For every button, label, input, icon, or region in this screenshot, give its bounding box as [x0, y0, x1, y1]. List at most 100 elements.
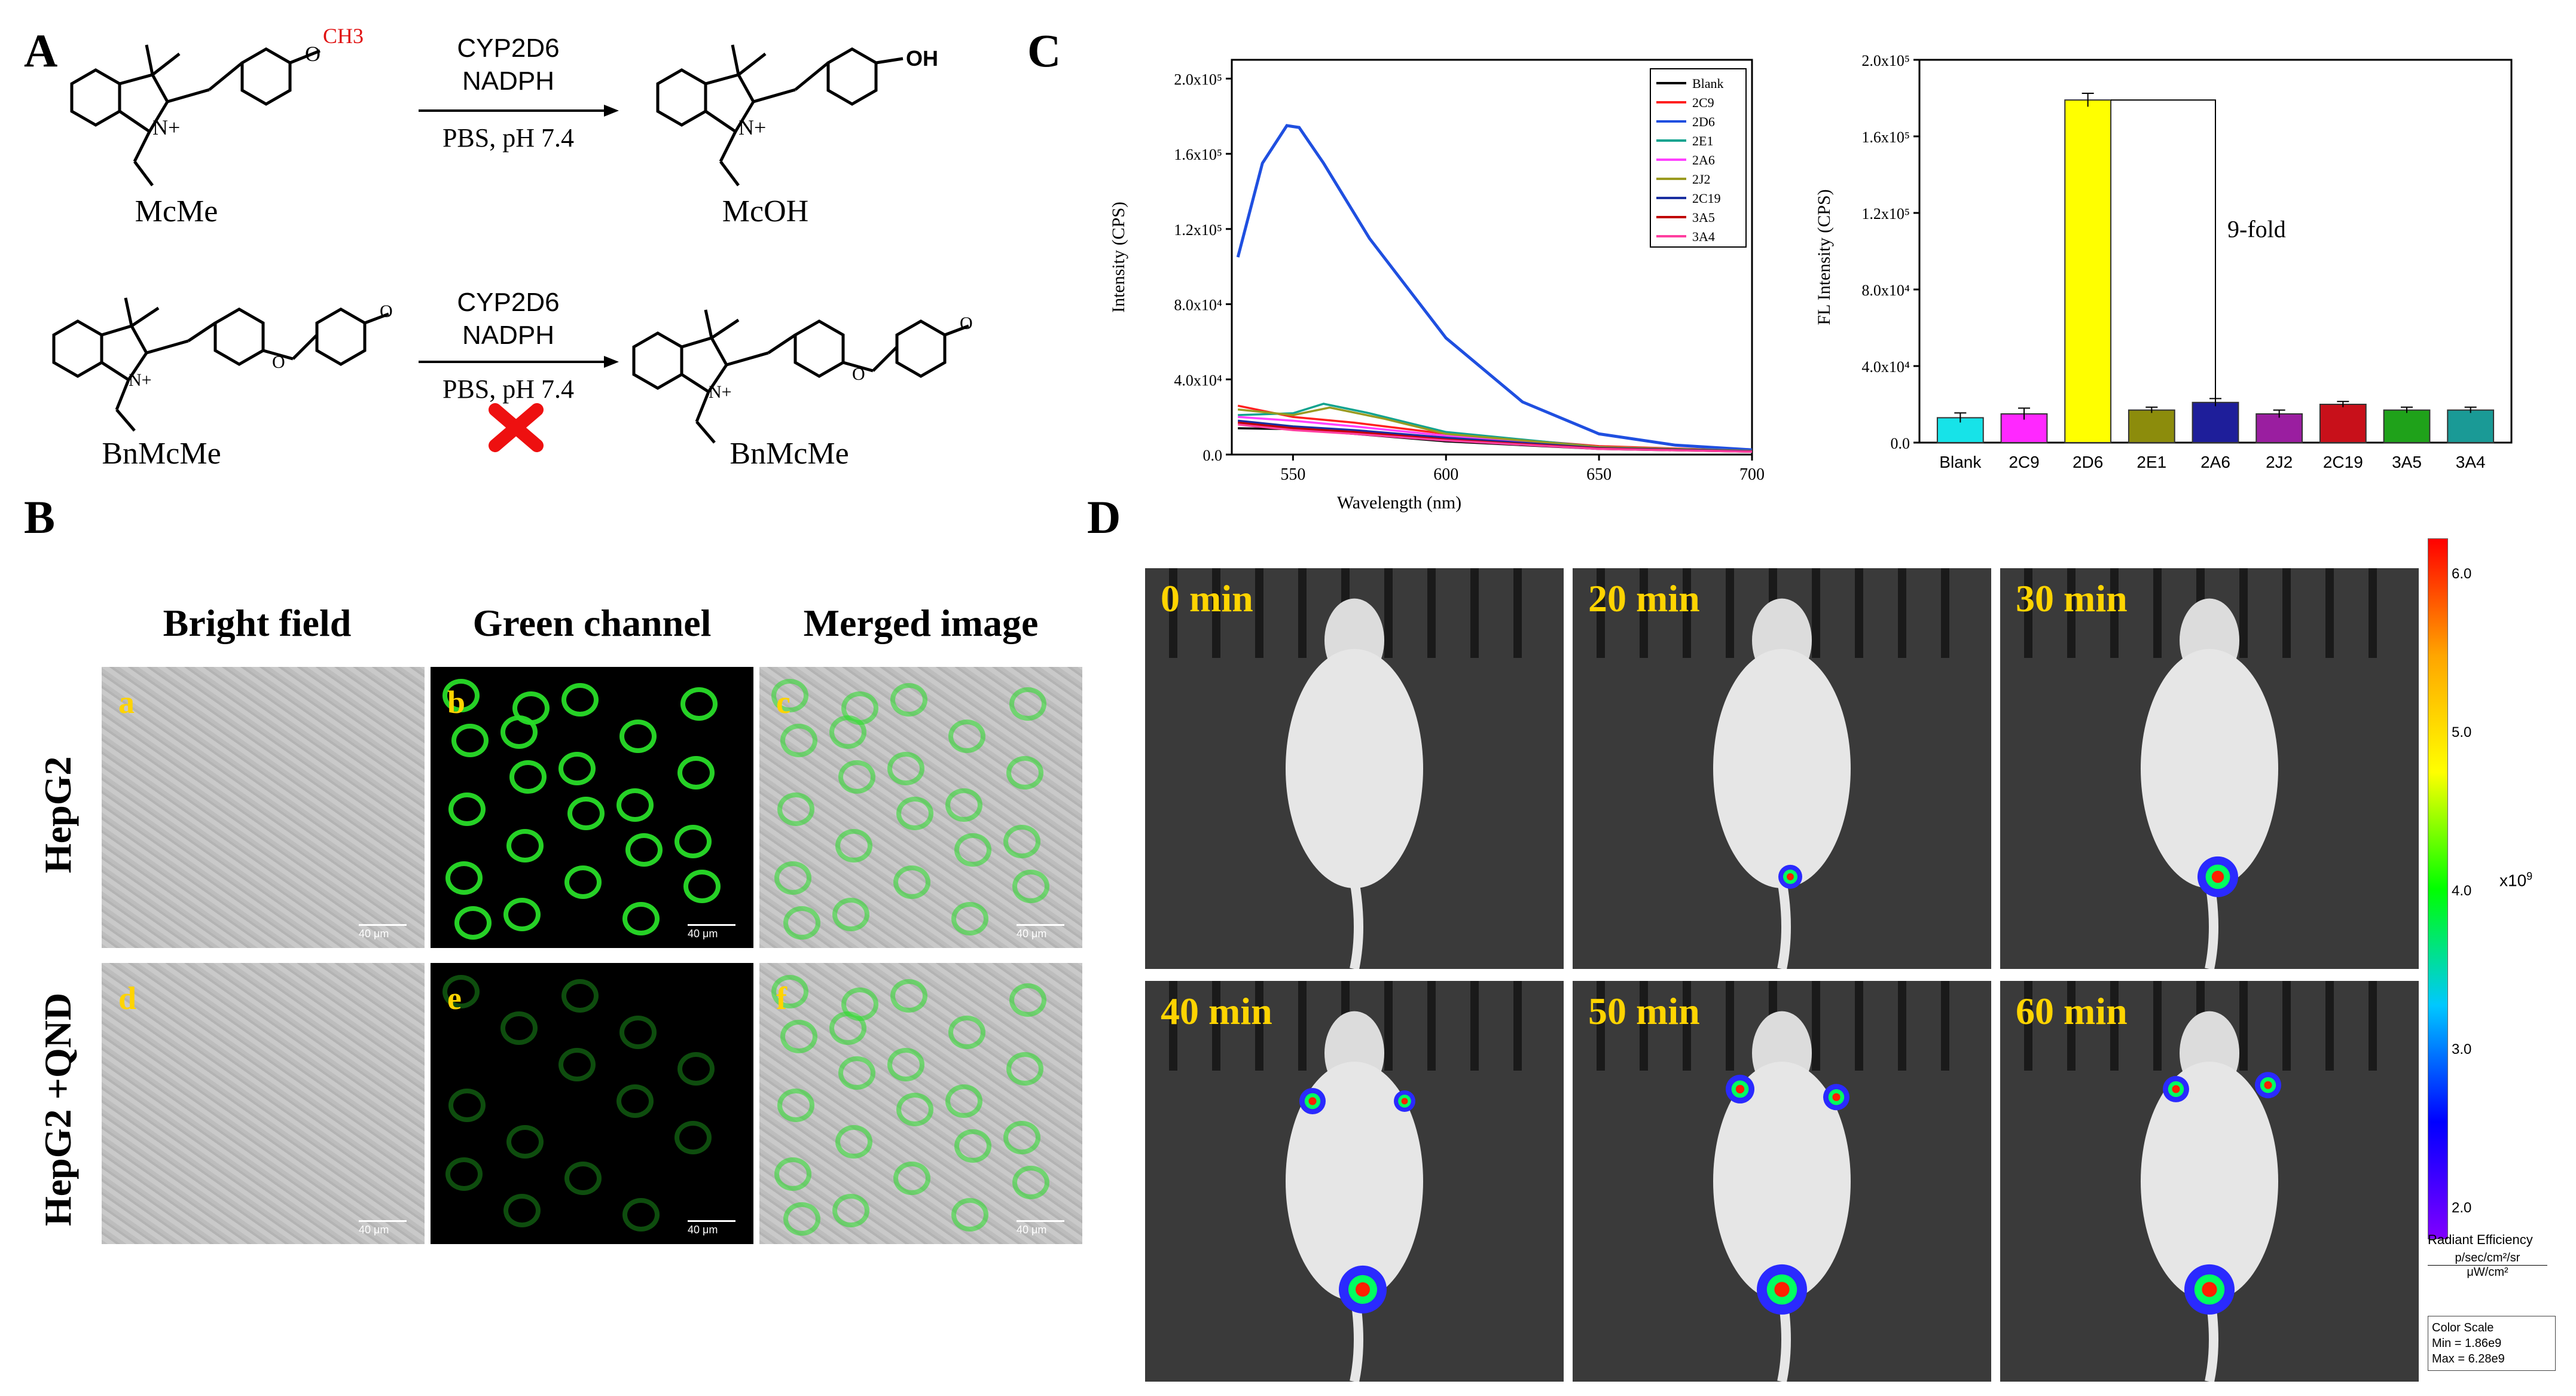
- green-cell: [616, 1084, 654, 1118]
- green-cell: [445, 1157, 483, 1191]
- mouse-image-1: 20 min: [1573, 568, 1991, 969]
- scale-bar-label: 40 μm: [359, 1224, 389, 1236]
- green-cell: [896, 797, 933, 830]
- green-cell: [945, 788, 982, 822]
- rack-bar: [1941, 981, 1949, 1071]
- o-label-2: O: [272, 352, 285, 372]
- rack-bar: [1683, 981, 1691, 1071]
- reagent-cyp2d6-2: CYP2D6: [457, 288, 559, 317]
- rack-bar: [2282, 981, 2291, 1071]
- green-cell: [558, 752, 596, 785]
- scale-bar-label: 40 μm: [688, 1224, 718, 1236]
- green-cell: [896, 1093, 933, 1126]
- green-cell: [780, 724, 817, 757]
- panel-label-a: A: [24, 25, 58, 77]
- sublabel-b: b: [447, 684, 466, 720]
- green-cell: [448, 1089, 486, 1122]
- green-cell: [838, 1056, 875, 1090]
- mouse-body: [1286, 649, 1423, 888]
- legend-label: 3A5: [1692, 210, 1715, 225]
- molecule-bnmcme-left: [52, 297, 389, 432]
- green-cell: [890, 683, 927, 717]
- mouse-body: [1713, 1062, 1851, 1301]
- reagent-cyp2d6-1: CYP2D6: [457, 33, 559, 63]
- green-cell: [442, 975, 480, 1008]
- green-cell: [619, 720, 657, 753]
- sublabel-f: f: [776, 980, 787, 1016]
- green-cell: [506, 1125, 544, 1159]
- rack-bar: [2024, 568, 2032, 658]
- green-cell: [841, 691, 878, 725]
- green-cell: [774, 861, 811, 895]
- mouse-body: [1286, 1062, 1423, 1301]
- rack-bar: [1384, 981, 1393, 1071]
- green-cell: [945, 1084, 982, 1118]
- y-axis-label: FL Intensity (CPS): [1814, 189, 1834, 325]
- rack-bar: [1470, 568, 1479, 658]
- green-cell: [777, 793, 814, 826]
- rack-bar: [1427, 981, 1436, 1071]
- mouse-image-5: 60 min: [2000, 981, 2419, 1382]
- n-plus-label-1: N+: [152, 115, 180, 139]
- green-cell: [951, 902, 988, 935]
- green-cell: [564, 1162, 602, 1195]
- x-axis-label: Wavelength (nm): [1337, 493, 1461, 513]
- rack-bar: [1898, 568, 1906, 658]
- y-tick-label: 8.0x10⁴: [1174, 297, 1222, 314]
- rack-bar: [1597, 568, 1605, 658]
- x-tick-label: 650: [1586, 465, 1611, 484]
- green-cell: [1006, 756, 1043, 790]
- y-tick-label: 1.2x10⁵: [1174, 221, 1222, 239]
- rack-bar: [2369, 568, 2377, 658]
- reagent-nadph-1: NADPH: [462, 66, 554, 96]
- signal-spot-core: [2264, 1081, 2272, 1089]
- signal-spot-core: [1308, 1097, 1317, 1105]
- y-tick-label: 2.0x10⁵: [1174, 71, 1222, 88]
- green-cell: [616, 788, 654, 822]
- rack-bar: [1640, 981, 1648, 1071]
- bar-2d6: [2064, 99, 2112, 443]
- y-tick-label: 8.0x10⁴: [1861, 282, 1910, 299]
- name-mcoh: McOH: [722, 194, 808, 228]
- scale-bar: [1017, 924, 1064, 926]
- legend-label: 2E1: [1692, 133, 1713, 148]
- colorbar-tick: 5.0: [2452, 724, 2472, 740]
- micrograph-f: f 40 μm: [759, 963, 1082, 1244]
- rack-bar: [1855, 981, 1863, 1071]
- o-label-4: O: [852, 364, 865, 384]
- bar-3a5: [2383, 409, 2431, 443]
- y-tick-label: 0.0: [1891, 435, 1910, 452]
- green-cell: [771, 679, 808, 712]
- signal-spot-core: [2202, 1282, 2217, 1297]
- time-label: 0 min: [1161, 577, 1253, 620]
- green-cell: [948, 720, 985, 753]
- rack-bar: [1212, 568, 1220, 658]
- category-label: 3A5: [2392, 453, 2422, 471]
- micrograph-d: d 40 μm: [102, 963, 425, 1244]
- series-line-2d6: [1236, 124, 1753, 452]
- green-cell: [954, 1129, 991, 1163]
- green-cell: [890, 979, 927, 1013]
- colorbar-tick: 6.0: [2452, 566, 2472, 582]
- rack-bar: [1726, 568, 1734, 658]
- rack-bar: [1169, 981, 1177, 1071]
- rack-bar: [1513, 981, 1522, 1071]
- green-cell: [503, 1194, 541, 1227]
- micrograph-b: b 40 μm: [431, 667, 753, 948]
- micrograph-c: c 40 μm: [759, 667, 1082, 948]
- green-cell: [625, 833, 663, 867]
- name-bnmcme-left: BnMcMe: [102, 437, 221, 471]
- rack-bar: [2024, 981, 2032, 1071]
- o-label-3: O: [380, 301, 393, 321]
- green-cell: [1006, 1052, 1043, 1086]
- rack-bar: [1298, 568, 1307, 658]
- rack-bar: [1726, 981, 1734, 1071]
- y-tick-label: 1.6x10⁵: [1174, 146, 1222, 163]
- mouse-body: [2141, 1062, 2278, 1301]
- scale-bar-label: 40 μm: [359, 928, 389, 940]
- signal-spot-core: [2172, 1085, 2180, 1093]
- rack-bar: [1513, 568, 1522, 658]
- rack-bar: [1427, 568, 1436, 658]
- ch3-label: CH3: [323, 24, 364, 48]
- rack-bar: [1683, 568, 1691, 658]
